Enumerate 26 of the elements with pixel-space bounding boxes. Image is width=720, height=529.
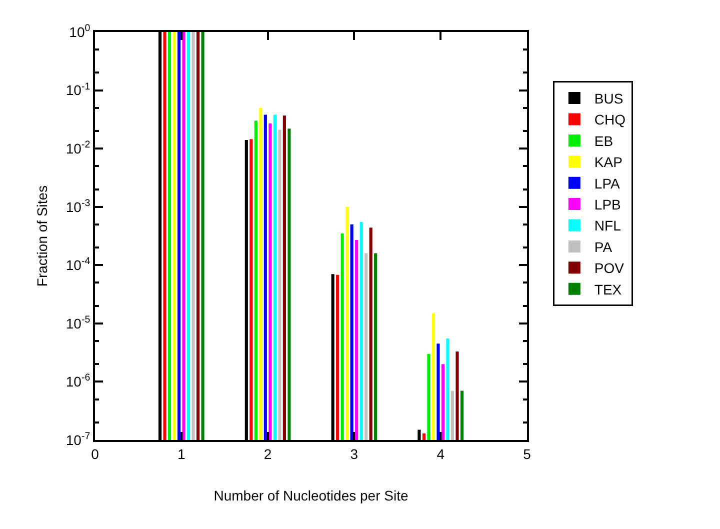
y-tick-label: 10$^{-4}$	[66, 256, 91, 274]
x-tick-label: 3	[350, 446, 358, 462]
legend-label: NFL	[594, 218, 622, 234]
y-tick-label: 10$^{-1}$	[66, 81, 90, 98]
x-axis-title: Number of Nucleotides per Site	[214, 488, 408, 504]
y-tick-label: 10$^{-2}$	[66, 140, 90, 156]
legend-label: EB	[594, 132, 614, 149]
y-tick-label: 10$^{0}$	[69, 23, 91, 40]
legend-label: LPB	[594, 196, 621, 213]
y-axis-title: Fraction of Sites	[34, 185, 50, 287]
legend-label: LPA	[594, 175, 621, 192]
x-tick-label: 5	[523, 446, 532, 462]
legend-label: PA	[594, 238, 613, 255]
y-tick-label: 10$^{-5}$	[66, 314, 91, 332]
legend-label: KAP	[594, 154, 622, 170]
x-tick-label: 1	[178, 446, 186, 462]
x-tick-label: 0	[91, 446, 100, 462]
legend-label: CHQ	[594, 112, 626, 128]
y-tick-label: 10$^{-7}$	[66, 431, 90, 448]
legend-label: POV	[594, 260, 625, 276]
legend-label: TEX	[594, 281, 622, 298]
y-tick-label: 10$^{-3}$	[66, 198, 91, 215]
y-tick-label: 10$^{-6}$	[66, 372, 91, 390]
x-tick-label: 2	[264, 446, 272, 462]
x-tick-label: 4	[436, 446, 445, 462]
legend-label: BUS	[594, 90, 624, 107]
